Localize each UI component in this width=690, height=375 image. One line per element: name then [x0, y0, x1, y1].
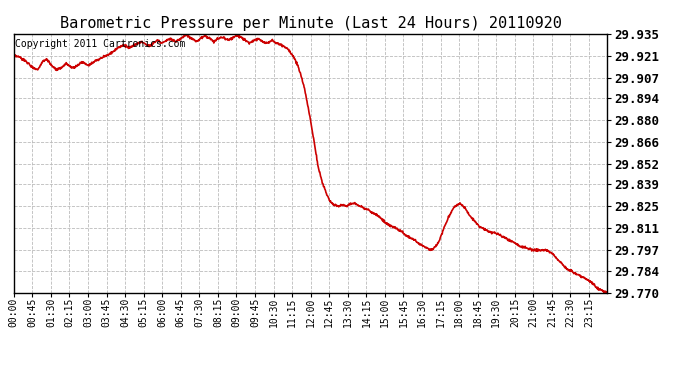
Text: Copyright 2011 Cartronics.com: Copyright 2011 Cartronics.com: [15, 39, 186, 49]
Title: Barometric Pressure per Minute (Last 24 Hours) 20110920: Barometric Pressure per Minute (Last 24 …: [59, 16, 562, 31]
